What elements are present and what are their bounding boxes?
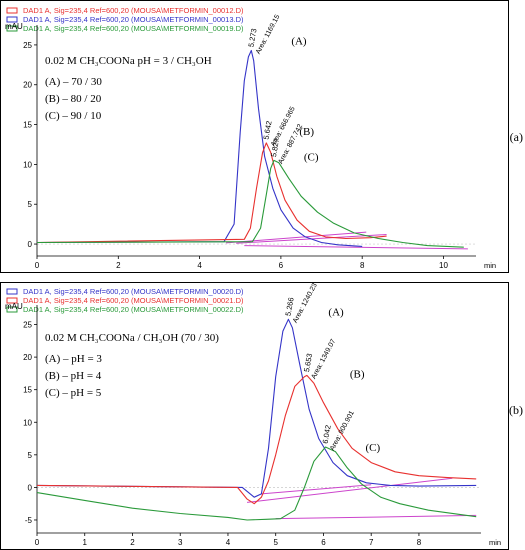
y-tick-label: 20 (23, 353, 32, 362)
legend-entry: DAD1 A, Sig=235,4 Ref=600,20 (MOUSA\METF… (23, 287, 244, 296)
series-line (36, 318, 477, 498)
y-tick-label: 20 (23, 81, 32, 90)
peak-retention-time: 5.266 (284, 297, 296, 317)
x-tick-label: 1 (83, 538, 88, 547)
chart-panel-a: DAD1 A, Sig=235,4 Ref=600,20 (MOUSA\METF… (0, 0, 509, 273)
legend-entry: DAD1 A, Sig=235,4 Ref=600,20 (MOUSA\METF… (23, 15, 244, 24)
peak-label: (B) (350, 368, 365, 380)
y-tick-label: 10 (23, 418, 32, 427)
y-axis-unit: mAU (5, 302, 23, 311)
legend-swatch (6, 16, 18, 23)
x-tick-label: 4 (197, 261, 202, 270)
series-line (36, 159, 464, 248)
peak-retention-time: 5.642 (261, 120, 273, 140)
legend-entry: DAD1 A, Sig=235,4 Ref=600,20 (MOUSA\METF… (23, 296, 244, 305)
chart-panel-b: DAD1 A, Sig=235,4 Ref=600,20 (MOUSA\METF… (0, 282, 509, 550)
x-tick-label: 8 (360, 261, 365, 270)
integration-baseline (225, 231, 367, 244)
chromatogram-b: DAD1 A, Sig=235,4 Ref=600,20 (MOUSA\METF… (5, 282, 501, 547)
series-line (36, 49, 363, 247)
peak-retention-time: 6.042 (321, 424, 333, 444)
series-line (36, 142, 387, 244)
y-axis-unit: mAU (5, 22, 23, 31)
x-tick-label: 0 (35, 538, 40, 547)
y-tick-label: 0 (28, 240, 33, 249)
x-tick-label: 3 (178, 538, 183, 547)
panel-label-b: (b) (509, 403, 523, 417)
peak-label: (B) (299, 126, 314, 138)
condition-text: 0.02 M CH₃COONa / CH₃OH (70 / 30) (45, 332, 219, 344)
series-line (36, 374, 477, 505)
y-tick-label: 5 (28, 451, 33, 460)
y-tick-label: 0 (28, 483, 33, 492)
series-line (36, 446, 477, 521)
x-tick-label: 6 (279, 261, 284, 270)
y-tick-label: 10 (23, 160, 32, 169)
legend-swatch (6, 297, 18, 304)
x-tick-label: 6 (321, 538, 326, 547)
integration-baseline (247, 477, 453, 503)
y-tick-label: 25 (23, 41, 32, 50)
panel-label-a: (a) (509, 130, 523, 144)
condition-legend-item: (A) – pH = 3 (45, 353, 102, 365)
chromatogram-a: DAD1 A, Sig=235,4 Ref=600,20 (MOUSA\METF… (5, 6, 496, 270)
integration-baseline (261, 484, 372, 495)
x-tick-label: 4 (226, 538, 231, 547)
peak-area-label: Area: 900.901 (329, 410, 356, 452)
y-tick-label: 15 (23, 121, 32, 130)
x-axis-unit: min (489, 538, 501, 547)
x-tick-label: 8 (417, 538, 422, 547)
condition-legend-item: (C) – 90 / 10 (45, 110, 102, 122)
y-tick-label: -5 (25, 516, 33, 525)
peak-label: (A) (291, 35, 307, 47)
legend-swatch (6, 306, 18, 313)
legend-entry: DAD1 A, Sig=235,4 Ref=600,20 (MOUSA\METF… (23, 24, 244, 33)
peak-label: (C) (365, 442, 380, 454)
y-tick-label: 5 (28, 200, 33, 209)
peak-area-label: Area: 1169.15 (255, 14, 282, 56)
condition-text: 0.02 M CH₃COONa pH = 3 / CH₃OH (45, 55, 212, 67)
legend-entry: DAD1 A, Sig=235,4 Ref=600,20 (MOUSA\METF… (23, 305, 244, 314)
x-tick-label: 2 (130, 538, 135, 547)
x-axis-unit: min (484, 261, 496, 270)
peak-label: (C) (304, 151, 319, 163)
x-tick-label: 10 (439, 261, 448, 270)
peak-retention-time: 5.273 (246, 28, 258, 48)
integration-baseline (275, 514, 477, 520)
peak-label: (A) (328, 306, 344, 318)
x-tick-label: 7 (369, 538, 374, 547)
condition-legend-item: (B) – 80 / 20 (45, 93, 102, 105)
peak-retention-time: 5.827 (269, 138, 281, 158)
x-tick-label: 5 (273, 538, 278, 547)
peak-area-label: Area: 1349.07 (310, 338, 337, 380)
integration-baseline (244, 245, 468, 250)
legend-swatch (6, 7, 18, 14)
x-tick-label: 0 (35, 261, 40, 270)
legend-swatch (6, 288, 18, 295)
legend-swatch (6, 25, 18, 32)
peak-retention-time: 5.653 (302, 353, 314, 373)
y-tick-label: 15 (23, 386, 32, 395)
condition-legend-item: (A) – 70 / 30 (45, 76, 102, 88)
peak-area-label: Area: 1240.23 (292, 282, 319, 324)
x-tick-label: 2 (116, 261, 121, 270)
legend-entry: DAD1 A, Sig=235,4 Ref=600,20 (MOUSA\METF… (23, 6, 244, 15)
condition-legend-item: (B) – pH = 4 (45, 370, 102, 382)
y-tick-label: 25 (23, 321, 32, 330)
condition-legend-item: (C) – pH = 5 (45, 387, 102, 399)
